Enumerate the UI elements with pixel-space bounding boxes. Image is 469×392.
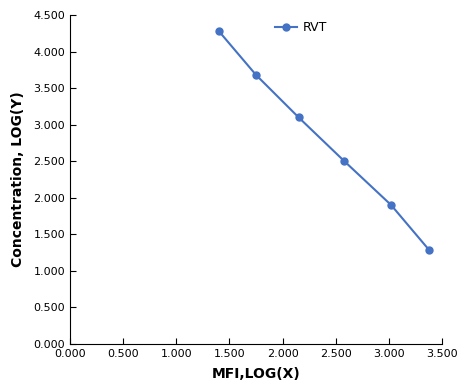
X-axis label: MFI,LOG(X): MFI,LOG(X) bbox=[212, 367, 301, 381]
RVT bbox=[253, 73, 259, 77]
Legend: RVT: RVT bbox=[275, 21, 326, 34]
RVT bbox=[216, 29, 222, 34]
RVT bbox=[341, 159, 347, 163]
RVT bbox=[388, 203, 394, 207]
Y-axis label: Concentration, LOG(Y): Concentration, LOG(Y) bbox=[11, 91, 25, 267]
Line: RVT: RVT bbox=[215, 28, 433, 254]
RVT bbox=[426, 248, 432, 252]
RVT bbox=[296, 115, 302, 120]
